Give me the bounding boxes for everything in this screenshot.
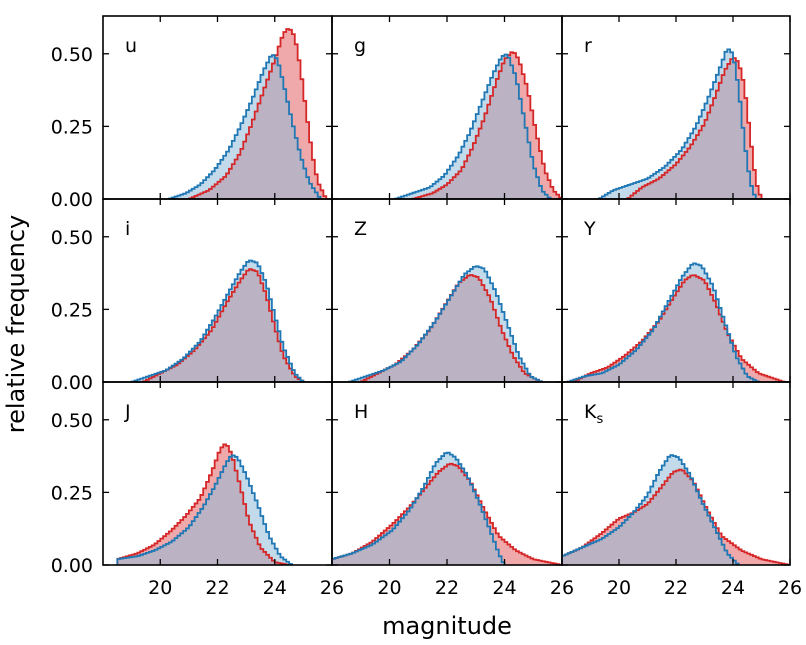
panel-Y: Y xyxy=(561,198,791,383)
red-histogram-line xyxy=(626,57,763,199)
x-tick-label: 24 xyxy=(721,577,745,599)
x-tick-label: 22 xyxy=(664,577,688,599)
red-histogram-line xyxy=(562,468,790,565)
blue-histogram-line xyxy=(167,54,322,199)
band-label: i xyxy=(125,218,130,240)
panel-plot-area xyxy=(566,262,786,382)
band-label: u xyxy=(125,35,137,57)
blue-histogram-fill xyxy=(599,49,756,199)
panel-grid: u g r i Z Y J H Ks xyxy=(102,15,791,566)
panel-Z: Z xyxy=(331,198,563,383)
x-tick-label: 24 xyxy=(492,577,516,599)
x-axis-title: magnitude xyxy=(382,612,512,640)
y-tick-label: 0.25 xyxy=(51,299,93,321)
blue-histogram-line xyxy=(332,451,506,565)
panel-i: i xyxy=(102,198,333,383)
y-tick-label: 0.25 xyxy=(51,116,93,138)
blue-histogram-line xyxy=(116,454,293,565)
panel-r: r xyxy=(561,15,791,200)
blue-histogram-line xyxy=(394,53,552,199)
blue-histogram-line xyxy=(566,262,760,382)
panel-plot-area xyxy=(562,454,790,565)
y-tick-label: 0.50 xyxy=(51,227,93,249)
red-histogram-line xyxy=(572,274,786,382)
x-tick-label: 26 xyxy=(550,577,574,599)
x-tick-label: 26 xyxy=(778,577,802,599)
blue-histogram-fill xyxy=(332,452,505,565)
y-tick-labels: 0.00 0.25 0.50 0.00 0.25 0.50 0.00 0.25 0.50 xyxy=(51,44,93,577)
x-tick-label: 22 xyxy=(205,577,229,599)
panel-plot-area xyxy=(598,48,763,199)
band-label: g xyxy=(354,35,366,57)
panel-plot-area xyxy=(130,259,305,382)
blue-histogram-fill xyxy=(349,266,542,382)
y-tick-label: 0.00 xyxy=(51,555,93,577)
panel-plot-area xyxy=(167,28,328,199)
blue-histogram-line xyxy=(130,259,305,382)
band-label: Y xyxy=(583,218,596,240)
x-tick-label: 20 xyxy=(607,577,631,599)
blue-histogram-line xyxy=(598,48,757,199)
x-tick-label: 26 xyxy=(320,577,344,599)
y-tick-label: 0.00 xyxy=(51,372,93,394)
blue-histogram-fill xyxy=(395,54,551,199)
blue-histogram-fill xyxy=(562,455,739,565)
red-histogram-line xyxy=(187,28,328,199)
band-label-subscript: s xyxy=(596,412,603,427)
panel-J: J xyxy=(102,381,333,566)
band-label: J xyxy=(124,401,131,423)
band-label: H xyxy=(354,401,368,423)
y-tick-label: 0.50 xyxy=(51,44,93,66)
y-axis-title: relative frequency xyxy=(2,215,30,434)
band-label: Ks xyxy=(584,401,603,427)
band-label: Z xyxy=(354,218,367,240)
red-histogram-line xyxy=(332,462,562,565)
blue-histogram-line xyxy=(348,265,543,382)
y-tick-label: 0.25 xyxy=(51,482,93,504)
x-tick-label: 20 xyxy=(148,577,172,599)
red-histogram-line xyxy=(116,443,290,565)
panel-Ks: Ks xyxy=(561,381,791,566)
red-histogram-line xyxy=(411,51,562,199)
panel-g: g xyxy=(331,15,563,200)
y-tick-label: 0.00 xyxy=(51,189,93,211)
x-tick-label: 24 xyxy=(263,577,287,599)
panel-plot-area xyxy=(332,451,562,565)
y-tick-label: 0.50 xyxy=(51,410,93,432)
x-tick-label: 20 xyxy=(377,577,401,599)
panel-H: H xyxy=(331,381,563,566)
x-tick-labels: 20 22 24 26 20 22 24 26 20 22 24 26 xyxy=(148,577,802,599)
blue-histogram-fill xyxy=(168,55,321,199)
panel-u: u xyxy=(102,15,333,200)
panel-frame xyxy=(561,381,791,566)
panel-plot-area xyxy=(394,51,562,199)
band-label: r xyxy=(584,35,592,57)
panel-plot-area xyxy=(348,265,543,382)
blue-histogram-line xyxy=(562,454,740,565)
panel-plot-area xyxy=(116,443,293,565)
x-tick-label: 22 xyxy=(435,577,459,599)
